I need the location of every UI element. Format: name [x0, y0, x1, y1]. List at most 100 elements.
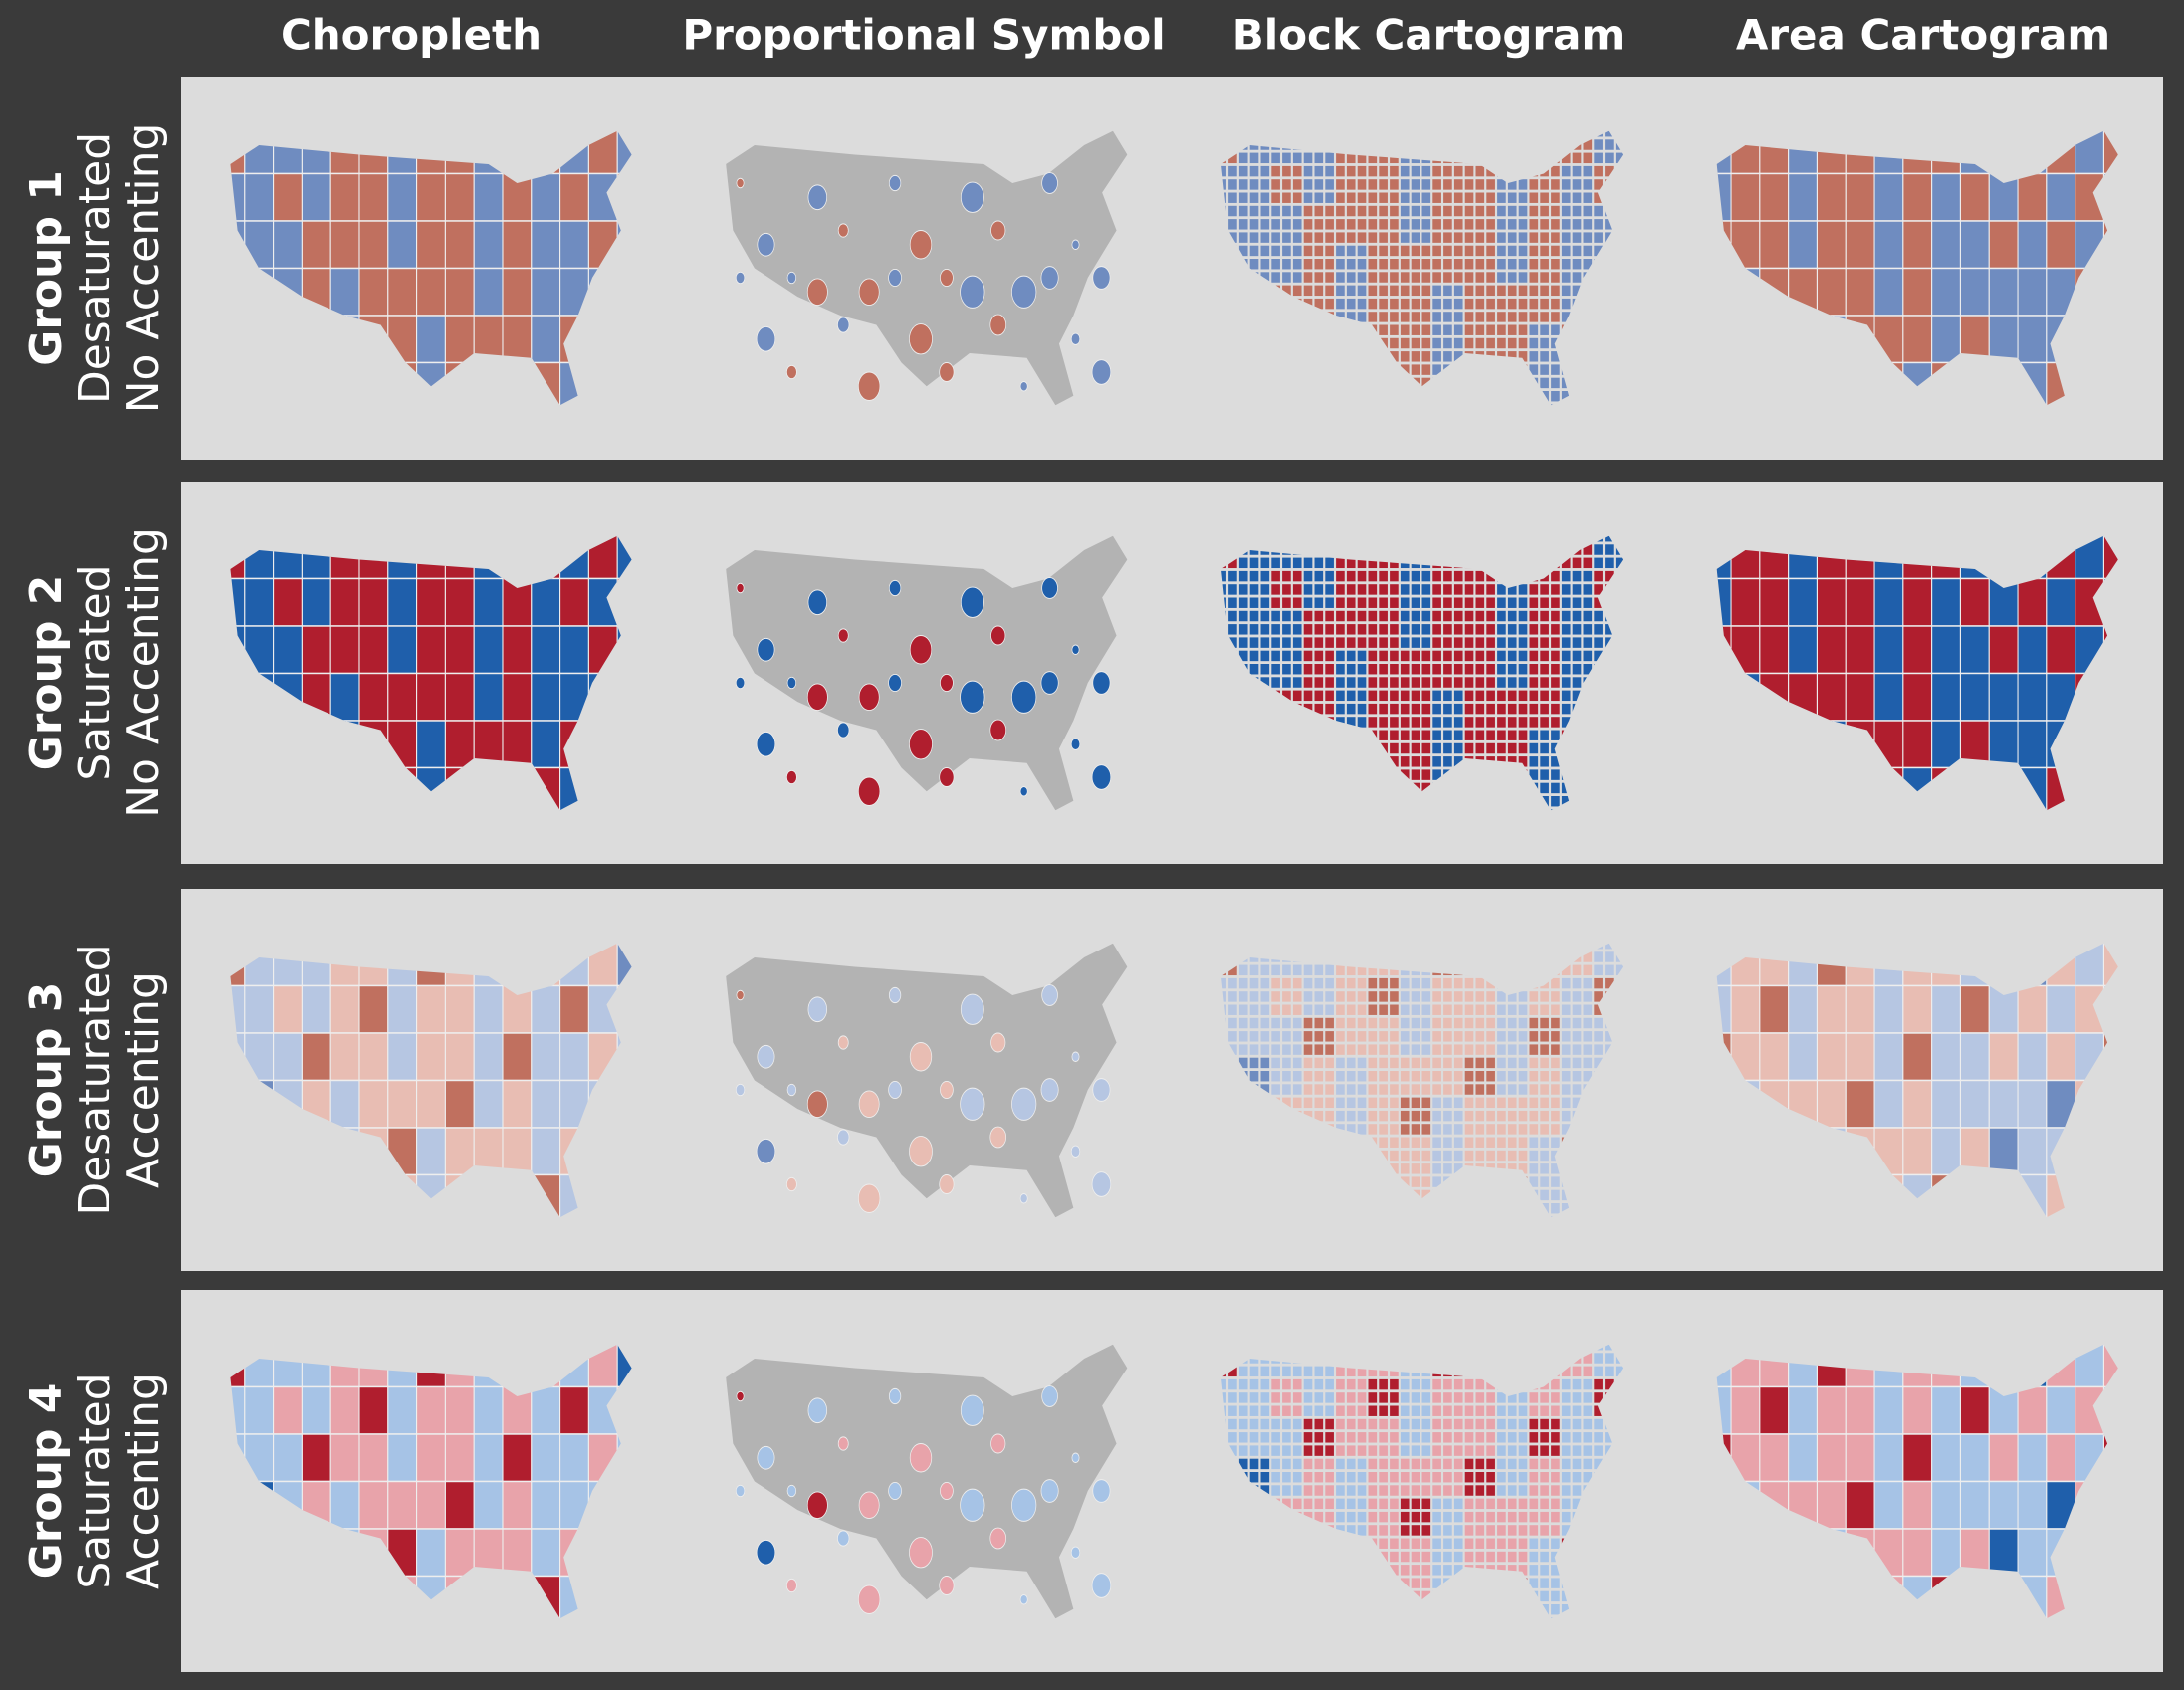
block: [1336, 1445, 1345, 1456]
block: [1314, 1392, 1324, 1403]
block: [1249, 1004, 1259, 1015]
block: [1583, 557, 1593, 569]
block: [1475, 1110, 1485, 1122]
block: [1421, 245, 1431, 257]
block: [1561, 1472, 1571, 1483]
block: [1518, 1057, 1528, 1069]
block: [1540, 717, 1549, 728]
block: [1561, 796, 1571, 807]
region: [1873, 172, 1904, 222]
block: [1583, 1392, 1593, 1403]
block: [1486, 1084, 1495, 1095]
block: [1561, 570, 1571, 582]
block: [1282, 1405, 1291, 1416]
block: [1260, 1031, 1270, 1042]
block: [1346, 232, 1356, 243]
block: [1443, 165, 1452, 177]
block: [1368, 272, 1378, 283]
block: [1486, 1097, 1495, 1109]
region: [444, 172, 475, 222]
region: [244, 984, 275, 1034]
block: [1507, 1097, 1517, 1109]
region: [1816, 984, 1847, 1034]
block: [1551, 796, 1560, 807]
block: [1411, 677, 1420, 688]
block: [1336, 285, 1345, 297]
block: [1529, 1124, 1539, 1135]
block: [1518, 285, 1528, 297]
block: [1292, 624, 1302, 635]
block: [1529, 312, 1539, 322]
region: [1959, 1480, 1990, 1530]
block: [1400, 179, 1410, 190]
block: [1464, 977, 1474, 989]
symbol: [1091, 359, 1112, 385]
block: [1390, 730, 1399, 740]
block: [1421, 1110, 1431, 1122]
block: [1507, 1511, 1517, 1523]
block: [1368, 637, 1378, 648]
block: [1411, 192, 1420, 203]
block: [1368, 1004, 1378, 1015]
block: [1411, 1392, 1420, 1403]
block: [1594, 1031, 1603, 1042]
block: [1432, 312, 1441, 322]
block: [1529, 1551, 1539, 1563]
block: [1292, 977, 1302, 989]
block: [1220, 1378, 1226, 1390]
block: [1475, 991, 1485, 1002]
block: [1443, 1163, 1452, 1174]
block: [1518, 1432, 1528, 1443]
block: [1475, 637, 1485, 648]
block: [1529, 245, 1539, 257]
block: [1336, 179, 1345, 190]
block: [1443, 192, 1452, 203]
block: [1551, 351, 1560, 362]
block: [1238, 192, 1248, 203]
block: [1303, 259, 1313, 270]
block: [1561, 298, 1571, 310]
block: [1379, 624, 1388, 635]
block: [1228, 991, 1237, 1002]
block: [1228, 179, 1237, 190]
symbol: [990, 1032, 1006, 1053]
region: [1845, 577, 1875, 627]
block: [1336, 259, 1345, 270]
block: [1260, 1044, 1270, 1055]
region: [416, 1079, 446, 1129]
region: [1902, 672, 1933, 722]
region: [1931, 267, 1961, 317]
block: [1390, 1392, 1399, 1403]
block: [1507, 717, 1517, 728]
block: [1282, 1071, 1291, 1082]
block: [1507, 245, 1517, 257]
block: [1368, 1458, 1378, 1470]
block: [1497, 259, 1506, 270]
block: [1260, 272, 1270, 283]
block: [1357, 1110, 1367, 1122]
block: [1336, 1044, 1345, 1055]
block: [1583, 165, 1593, 177]
region: [1788, 625, 1818, 675]
block: [1540, 1057, 1549, 1069]
block: [1379, 259, 1388, 270]
region: [2046, 1480, 2076, 1530]
block: [1379, 637, 1388, 648]
block: [1453, 1472, 1463, 1483]
block: [1271, 650, 1280, 662]
region: [502, 267, 533, 317]
block: [1314, 1097, 1324, 1109]
block: [1432, 1017, 1441, 1029]
block: [1432, 1578, 1441, 1588]
block: [1346, 272, 1356, 283]
block: [1453, 1511, 1463, 1523]
region: [559, 984, 589, 1034]
block: [1346, 259, 1356, 270]
symbol: [806, 1090, 828, 1119]
region: [1845, 172, 1875, 222]
block: [1453, 570, 1463, 582]
region: [416, 984, 446, 1034]
block: [1464, 742, 1474, 754]
block: [1357, 1044, 1367, 1055]
region: [531, 172, 561, 222]
